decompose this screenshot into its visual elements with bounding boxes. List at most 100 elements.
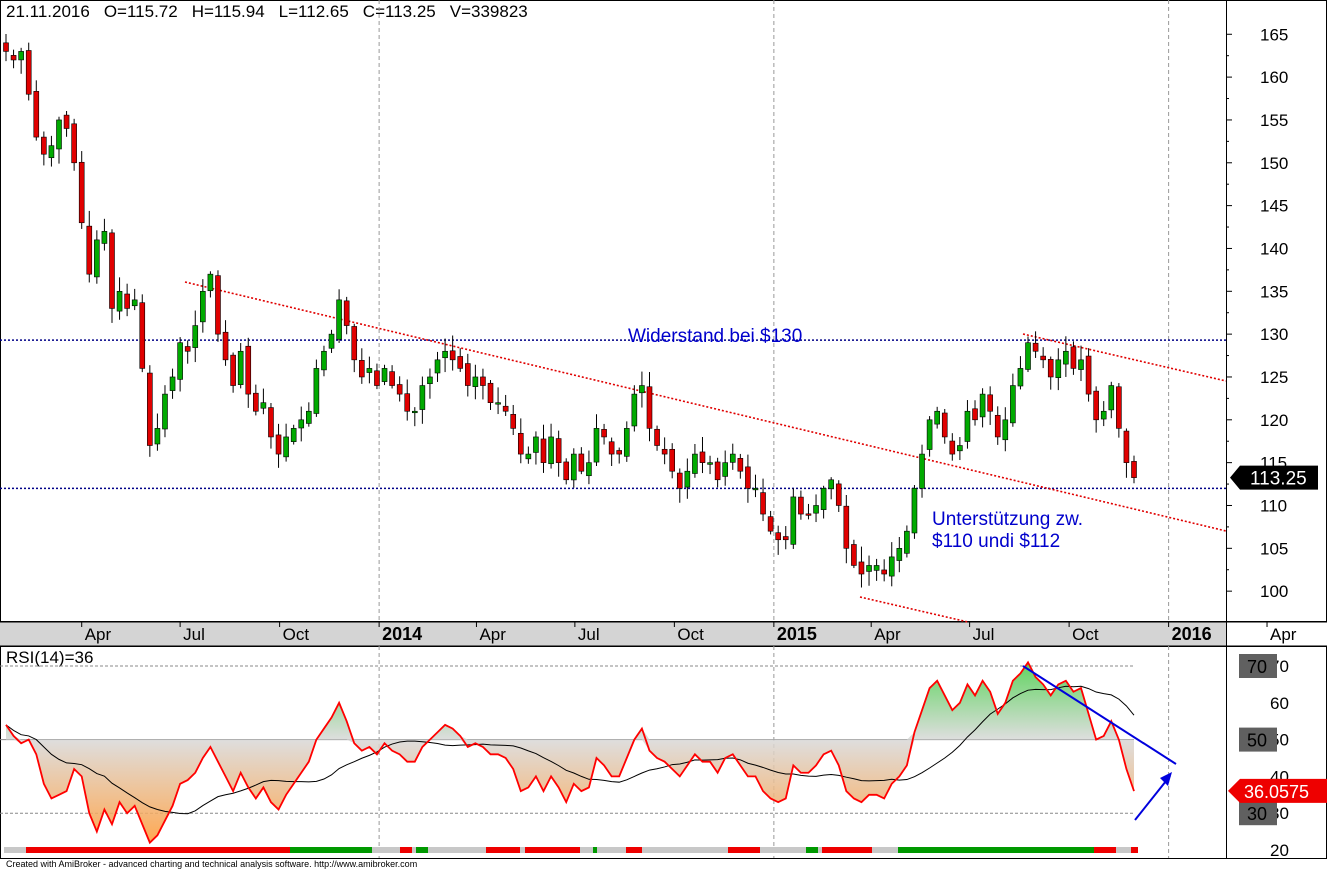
last-price-label: 113.25 — [1250, 469, 1307, 490]
candle-body — [1025, 342, 1031, 370]
rsi-level-box-30 — [1239, 801, 1277, 826]
candle-body — [464, 363, 471, 386]
header-date: 21.11.2016 — [6, 2, 90, 21]
candle-body — [495, 402, 501, 405]
candle-body — [654, 428, 660, 446]
candle-body — [200, 290, 206, 323]
candle-body — [987, 394, 993, 412]
rsi-line — [5, 660, 1135, 845]
price-tick-label-135: 135 — [1260, 282, 1288, 301]
candle-body — [714, 461, 721, 481]
candle-body — [328, 333, 335, 349]
candle-body — [101, 231, 108, 244]
candle-body — [858, 561, 865, 575]
signal-segment — [525, 847, 580, 853]
footer-credit: Created with AmiBroker - advanced charti… — [6, 859, 418, 869]
candle-body — [782, 536, 789, 541]
signal-segment — [728, 847, 760, 853]
candle-body — [162, 393, 168, 430]
candle-body — [873, 565, 880, 571]
candle-body — [661, 448, 668, 455]
price-tick-label-150: 150 — [1260, 154, 1288, 173]
price-tick-label-145: 145 — [1260, 197, 1288, 216]
rsi-level-box-label-70: 70 — [1247, 657, 1267, 677]
price-tick-label-120: 120 — [1260, 411, 1288, 430]
price-tick-label-140: 140 — [1260, 239, 1288, 258]
candle-body — [934, 410, 940, 425]
support-label-line2: $110 undi $112 — [932, 531, 1060, 552]
candle-body — [124, 293, 130, 309]
candle-body — [586, 462, 592, 477]
candle-body — [1010, 385, 1016, 424]
candle-body — [578, 453, 585, 472]
rsi-tick-label-60: 60 — [1270, 694, 1289, 713]
time-axis-band — [0, 622, 1226, 646]
candle-body — [184, 346, 191, 352]
candle-body — [623, 428, 630, 457]
signal-segment — [400, 847, 412, 853]
ohlc-header: 21.11.2016 O=115.72 H=115.94 L=112.65 C=113.… — [6, 2, 542, 22]
candle-body — [381, 368, 388, 382]
price-tick-label-165: 165 — [1260, 25, 1288, 44]
rsi-overbought-fill — [6, 662, 1134, 740]
candle-body — [389, 371, 395, 386]
candle-body — [222, 331, 229, 361]
candle-body — [192, 325, 199, 348]
header-volume: V=339823 — [449, 2, 528, 21]
candle-body — [835, 483, 842, 506]
candle-body — [729, 453, 736, 463]
rsi-current-tag — [1228, 778, 1327, 803]
candle-body — [904, 530, 910, 554]
candle-body — [245, 345, 252, 395]
candle-body — [290, 428, 297, 442]
signal-segment — [290, 847, 372, 853]
candle-body — [1063, 350, 1069, 365]
rsi-average-line — [5, 685, 1135, 815]
candle-body — [343, 300, 350, 326]
candle-body — [139, 302, 146, 369]
price-tick-label-110: 110 — [1260, 496, 1287, 515]
candle-body — [1085, 355, 1092, 395]
candle-body — [78, 161, 85, 224]
candle-body — [525, 453, 532, 460]
candle-body — [593, 428, 600, 463]
rsi-level-box-70 — [1239, 654, 1277, 678]
candle-body — [359, 360, 365, 378]
candle-body — [1116, 386, 1122, 429]
candle-body — [502, 405, 509, 412]
header-high: H=115.94 — [191, 2, 265, 21]
candle-body — [449, 350, 456, 361]
price-panel-frame — [0, 0, 1327, 622]
candle-body — [608, 441, 615, 455]
candle-body — [298, 419, 305, 429]
signal-segment — [626, 847, 642, 853]
candle-body — [1108, 385, 1115, 411]
candle-body — [396, 384, 403, 395]
candle-body — [949, 440, 956, 455]
signal-bar — [4, 847, 1138, 853]
candle-body — [745, 466, 751, 489]
candle-body — [56, 119, 62, 150]
candle-body — [86, 225, 93, 275]
candle-body — [275, 434, 282, 455]
rsi-arrow-shaft — [1134, 775, 1171, 821]
candle-body — [919, 453, 925, 489]
candle-body — [33, 91, 40, 138]
rsi-tick-label-20: 20 — [1270, 841, 1289, 860]
candle-body — [669, 448, 676, 472]
candle-body — [177, 342, 183, 380]
price-tick-label-105: 105 — [1260, 539, 1288, 558]
rsi-level-box-label-30: 30 — [1247, 804, 1267, 824]
candle-body — [555, 438, 562, 463]
rsi-level-box-label-50: 50 — [1247, 731, 1267, 751]
candle-body — [472, 376, 479, 387]
signal-segment — [26, 847, 290, 853]
candle-body — [1002, 419, 1009, 441]
candle-body — [230, 354, 236, 386]
candle-body — [427, 376, 433, 385]
signal-segment — [486, 847, 520, 853]
time-label-6: Oct — [677, 625, 704, 644]
candle-body — [116, 290, 123, 312]
candle-body — [207, 273, 214, 292]
